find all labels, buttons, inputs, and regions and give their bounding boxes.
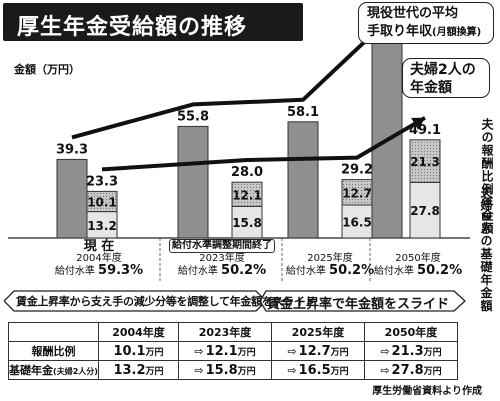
table-row-label: 報酬比例 — [8, 341, 99, 361]
x-label-rate-label: 給付水準 — [373, 266, 414, 277]
arrow-icon: ⇨ — [194, 363, 204, 377]
x-label-year: 2050年度 — [395, 253, 441, 264]
trend-line-worker — [71, 19, 389, 140]
table-header: 2023年度 — [178, 322, 272, 342]
data-label-kiso: 13.2 — [87, 219, 117, 233]
summary-table: 2004年度 2023年度 2025年度 2050年度 報酬比例 10.1万円 … — [8, 322, 459, 380]
callout-couple-line1: 夫婦2人の — [410, 62, 476, 78]
table-cell: ⇨ 12.7万円 — [271, 341, 365, 361]
x-label-rate: 50.2% — [221, 263, 267, 278]
trend-line-pension-head — [411, 117, 425, 130]
x-label-rate-label: 給付水準 — [285, 266, 326, 277]
data-label-hourei: 10.1 — [87, 196, 117, 210]
callout-worker-note: (月額換算) — [432, 27, 482, 38]
table-row: 基礎年金(夫婦2人分) 13.2万円 ⇨ 15.8万円 ⇨ 16.5万円 ⇨ 27.8… — [8, 360, 459, 380]
banner-left-text: 賃金上昇率から支え手の減少分等を調整して年金額をスライド — [16, 295, 316, 308]
callout-worker-income: 現役世代の平均 手取り年収(月額換算) — [358, 2, 494, 44]
bar-hourei — [231, 181, 263, 207]
bar-kiso — [341, 204, 373, 239]
table-header: 2050年度 — [363, 322, 459, 342]
data-label-hourei: 21.3 — [410, 155, 440, 169]
bar-hourei — [86, 190, 118, 213]
data-label-total: 28.0 — [231, 165, 263, 180]
arrow-icon: ⇨ — [380, 344, 390, 358]
data-label-hourei: 12.1 — [232, 188, 262, 202]
arrow-icon: ⇨ — [287, 363, 297, 377]
data-label-kiso: 15.8 — [232, 216, 262, 230]
x-label-rate: 50.2% — [417, 263, 463, 278]
x-label-2050: 2050年度 給付水準 50.2% — [370, 253, 466, 278]
callout-couple-pension: 夫婦2人の 年金額 — [402, 58, 490, 98]
table-cell: ⇨ 15.8万円 — [178, 360, 272, 380]
source-note: 厚生労働省資料より作成 — [372, 386, 482, 397]
callout-worker-line2: 手取り年収 — [367, 24, 433, 39]
data-label-total: 29.2 — [341, 163, 373, 178]
x-label-2025: 2025年度 給付水準 50.2% — [282, 253, 378, 278]
table-header: 2025年度 — [271, 322, 365, 342]
data-label-kiso: 16.5 — [342, 216, 372, 230]
banner-right-text: 賃金上昇率で年金額をスライド — [267, 297, 450, 312]
x-label-rate-label: 給付水準 — [177, 266, 218, 277]
chart-title: 厚生年金受給額の推移 — [17, 15, 248, 40]
side-label-hourei: 夫の報酬比例年金額 — [480, 118, 494, 235]
bar-hourei — [409, 139, 441, 183]
x-label-rate: 50.2% — [329, 263, 375, 278]
arrow-icon: ⇨ — [194, 344, 204, 358]
table-cell: 10.1万円 — [97, 341, 180, 361]
x-label-head: 現 在 — [83, 239, 115, 254]
x-label-year: 2004年度 — [76, 253, 122, 264]
trend-line-pension — [101, 116, 427, 172]
data-label-hourei: 12.7 — [342, 186, 372, 200]
table-cell: 13.2万円 — [97, 360, 180, 380]
slide-banner: 賃金上昇率から支え手の減少分等を調整して年金額をスライド 賃金上昇率で年金額をス… — [4, 289, 466, 313]
callout-couple-line2: 年金額 — [410, 80, 452, 96]
data-label-worker: 58.1 — [287, 105, 319, 120]
table-header-row: 2004年度 2023年度 2025年度 2050年度 — [8, 322, 459, 342]
banner-arrow-right — [259, 290, 466, 312]
banner-arrow-left — [4, 290, 267, 312]
table-row-label: 基礎年金(夫婦2人分) — [8, 360, 99, 380]
bar-kiso — [231, 205, 263, 239]
arrow-icon: ⇨ — [380, 363, 390, 377]
callout-worker-line1: 現役世代の平均 — [367, 6, 459, 21]
bar-worker-income — [56, 158, 88, 239]
bar-hourei — [341, 179, 373, 206]
arrow-icon: ⇨ — [287, 344, 297, 358]
table-corner — [8, 322, 99, 342]
banner-arrows — [4, 290, 466, 312]
x-label-head: 給付水準調整期間終了 — [169, 239, 275, 253]
table-cell: ⇨ 21.3万円 — [363, 341, 459, 361]
data-label-kiso: 27.8 — [410, 204, 440, 218]
x-label-2023: 給付水準調整期間終了 2023年度 給付水準 50.2% — [162, 239, 282, 278]
table-cell: ⇨ 27.8万円 — [363, 360, 459, 380]
data-label-worker: 39.3 — [56, 142, 88, 157]
x-label-rate: 59.3% — [98, 263, 144, 278]
table-cell: ⇨ 16.5万円 — [271, 360, 365, 380]
data-label-total: 23.3 — [86, 174, 118, 189]
table-header: 2004年度 — [97, 322, 180, 342]
table-row: 報酬比例 10.1万円 ⇨ 12.1万円 ⇨ 12.7万円 ⇨ 21.3万円 — [8, 341, 459, 361]
bar-worker-income — [287, 121, 319, 239]
side-label-kiso: 夫婦2人の基礎年金額 — [479, 186, 493, 313]
title-banner: 厚生年金受給額の推移 — [3, 3, 303, 41]
x-label-year: 2023年度 — [199, 253, 245, 264]
table-cell: ⇨ 12.1万円 — [178, 341, 272, 361]
bar-worker-income — [177, 125, 209, 239]
x-label-rate-label: 給付水準 — [54, 266, 95, 277]
y-axis-label: 金額（万円） — [13, 62, 80, 76]
x-label-year: 2025年度 — [307, 253, 353, 264]
x-label-2004: 現 在 2004年度 給付水準 59.3% — [44, 239, 154, 278]
data-label-worker: 55.8 — [177, 109, 209, 124]
